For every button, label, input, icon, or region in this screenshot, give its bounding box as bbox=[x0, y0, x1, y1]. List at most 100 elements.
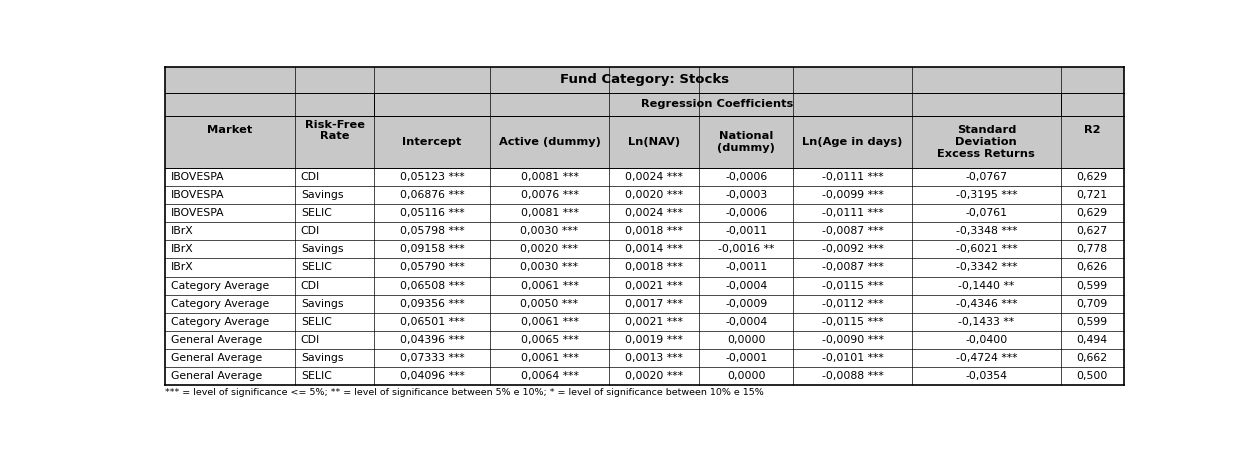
Text: IBrX: IBrX bbox=[171, 244, 194, 254]
Bar bbox=[375, 186, 490, 204]
Bar bbox=[165, 93, 295, 168]
Text: 0,0000: 0,0000 bbox=[727, 335, 766, 345]
Bar bbox=[913, 331, 1061, 349]
Text: 0,0061 ***: 0,0061 *** bbox=[520, 316, 578, 326]
Bar bbox=[793, 313, 913, 331]
Bar bbox=[1061, 258, 1124, 276]
Text: CDI: CDI bbox=[300, 335, 321, 345]
Bar bbox=[375, 349, 490, 367]
Bar bbox=[913, 116, 1061, 168]
Bar bbox=[490, 331, 608, 349]
Text: 0,494: 0,494 bbox=[1076, 335, 1107, 345]
Bar bbox=[699, 204, 793, 222]
Text: 0,0081 ***: 0,0081 *** bbox=[520, 172, 578, 182]
Text: 0,0076 ***: 0,0076 *** bbox=[520, 190, 578, 200]
Text: -0,6021 ***: -0,6021 *** bbox=[955, 244, 1017, 254]
Text: -0,0088 ***: -0,0088 *** bbox=[822, 371, 884, 381]
Bar bbox=[699, 258, 793, 276]
Bar bbox=[165, 222, 295, 241]
Text: 0,06501 ***: 0,06501 *** bbox=[400, 316, 465, 326]
Text: Ln(NAV): Ln(NAV) bbox=[628, 137, 680, 147]
Bar bbox=[1061, 168, 1124, 186]
Text: -0,3348 ***: -0,3348 *** bbox=[955, 227, 1017, 237]
Bar bbox=[699, 241, 793, 258]
Text: -0,3342 ***: -0,3342 *** bbox=[955, 262, 1017, 272]
Text: -0,0004: -0,0004 bbox=[725, 316, 767, 326]
Text: 0,04096 ***: 0,04096 *** bbox=[400, 371, 465, 381]
Bar bbox=[1061, 349, 1124, 367]
Bar bbox=[295, 222, 375, 241]
Text: 0,09356 ***: 0,09356 *** bbox=[400, 299, 464, 309]
Bar bbox=[699, 186, 793, 204]
Bar bbox=[793, 295, 913, 313]
Bar bbox=[165, 313, 295, 331]
Bar bbox=[375, 313, 490, 331]
Text: -0,0006: -0,0006 bbox=[725, 172, 767, 182]
Bar bbox=[793, 168, 913, 186]
Bar bbox=[1061, 222, 1124, 241]
Text: -0,0115 ***: -0,0115 *** bbox=[822, 316, 884, 326]
Text: IBOVESPA: IBOVESPA bbox=[171, 172, 225, 182]
Bar bbox=[375, 222, 490, 241]
Text: -0,0087 ***: -0,0087 *** bbox=[822, 262, 884, 272]
Text: 0,0061 ***: 0,0061 *** bbox=[520, 281, 578, 291]
Text: -0,0003: -0,0003 bbox=[725, 190, 767, 200]
Text: 0,05116 ***: 0,05116 *** bbox=[400, 208, 464, 218]
Bar bbox=[490, 313, 608, 331]
Bar bbox=[1061, 93, 1124, 168]
Bar bbox=[913, 258, 1061, 276]
Bar bbox=[793, 367, 913, 385]
Bar bbox=[295, 349, 375, 367]
Bar bbox=[913, 186, 1061, 204]
Text: -0,4724 ***: -0,4724 *** bbox=[955, 353, 1017, 363]
Text: 0,721: 0,721 bbox=[1076, 190, 1107, 200]
Text: -0,0354: -0,0354 bbox=[965, 371, 1007, 381]
Bar bbox=[165, 367, 295, 385]
Bar bbox=[1061, 295, 1124, 313]
Text: General Average: General Average bbox=[171, 371, 261, 381]
Text: -0,0004: -0,0004 bbox=[725, 281, 767, 291]
Text: 0,0030 ***: 0,0030 *** bbox=[520, 262, 578, 272]
Text: -0,0400: -0,0400 bbox=[965, 335, 1007, 345]
Text: Savings: Savings bbox=[300, 299, 343, 309]
Text: Active (dummy): Active (dummy) bbox=[499, 137, 601, 147]
Text: CDI: CDI bbox=[300, 227, 321, 237]
Text: SELIC: SELIC bbox=[300, 371, 332, 381]
Text: -0,0092 ***: -0,0092 *** bbox=[822, 244, 884, 254]
Text: -0,0001: -0,0001 bbox=[725, 353, 767, 363]
Bar bbox=[165, 93, 1124, 116]
Bar bbox=[165, 67, 1124, 93]
Bar bbox=[793, 349, 913, 367]
Bar bbox=[793, 204, 913, 222]
Bar bbox=[913, 313, 1061, 331]
Bar bbox=[1061, 331, 1124, 349]
Bar bbox=[913, 367, 1061, 385]
Bar bbox=[165, 204, 295, 222]
Text: -0,4346 ***: -0,4346 *** bbox=[955, 299, 1017, 309]
Text: 0,07333 ***: 0,07333 *** bbox=[400, 353, 464, 363]
Text: 0,05123 ***: 0,05123 *** bbox=[400, 172, 464, 182]
Text: 0,500: 0,500 bbox=[1076, 371, 1107, 381]
Bar bbox=[699, 331, 793, 349]
Text: -0,0006: -0,0006 bbox=[725, 208, 767, 218]
Text: 0,0000: 0,0000 bbox=[727, 371, 766, 381]
Text: -0,0761: -0,0761 bbox=[965, 208, 1007, 218]
Bar bbox=[608, 258, 699, 276]
Text: 0,06876 ***: 0,06876 *** bbox=[400, 190, 464, 200]
Text: 0,0030 ***: 0,0030 *** bbox=[520, 227, 578, 237]
Text: CDI: CDI bbox=[300, 172, 321, 182]
Bar bbox=[699, 367, 793, 385]
Text: IBrX: IBrX bbox=[171, 262, 194, 272]
Bar bbox=[490, 258, 608, 276]
Bar bbox=[1061, 241, 1124, 258]
Bar bbox=[165, 295, 295, 313]
Text: 0,0065 ***: 0,0065 *** bbox=[520, 335, 578, 345]
Bar bbox=[608, 349, 699, 367]
Text: 0,0014 ***: 0,0014 *** bbox=[625, 244, 683, 254]
Text: Market: Market bbox=[207, 125, 253, 135]
Text: National
(dummy): National (dummy) bbox=[718, 131, 776, 153]
Bar bbox=[699, 295, 793, 313]
Bar bbox=[1061, 186, 1124, 204]
Text: -0,0090 ***: -0,0090 *** bbox=[822, 335, 884, 345]
Bar bbox=[490, 241, 608, 258]
